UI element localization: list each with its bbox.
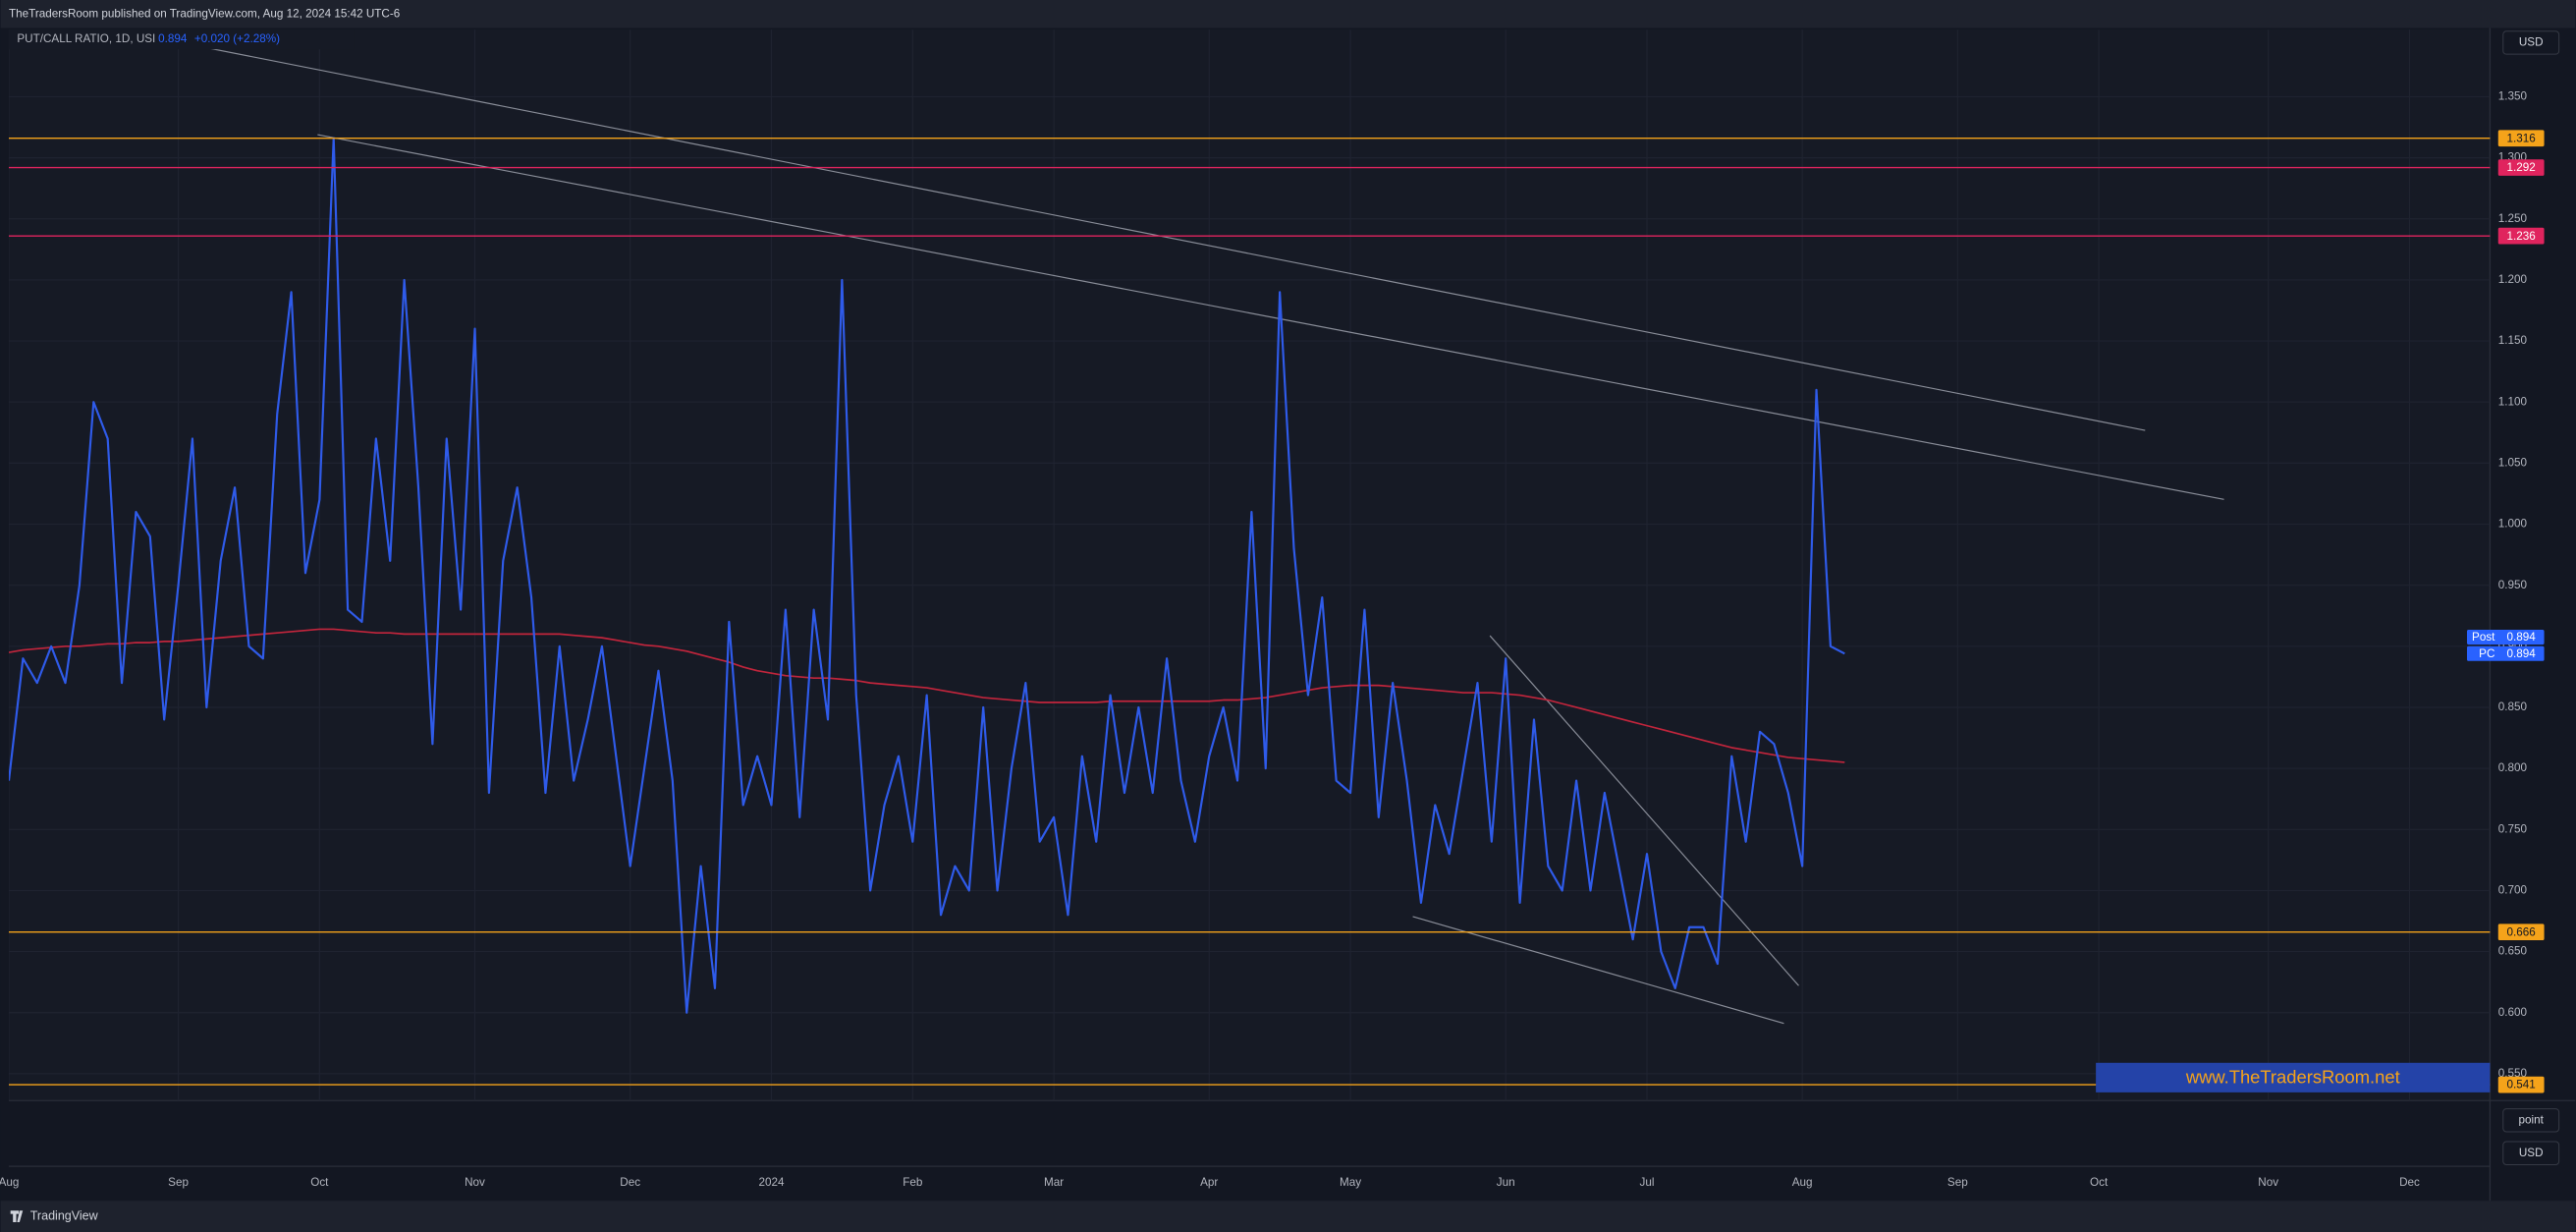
currency-label[interactable]: USD (2519, 36, 2544, 49)
watermark-box (2096, 1062, 2491, 1092)
x-tick-label: Sep (168, 1176, 189, 1189)
y-tick-label: 1.350 (2498, 90, 2528, 103)
x-tick-label: Aug (0, 1176, 19, 1189)
y-tick-label: 1.200 (2498, 273, 2528, 286)
x-tick-label: Apr (1200, 1176, 1218, 1189)
x-tick-label: Dec (620, 1176, 640, 1189)
y-tick-label: 0.700 (2498, 884, 2528, 897)
x-tick-label: Mar (1044, 1176, 1064, 1189)
level-label-box (2497, 130, 2545, 147)
level-label: 1.316 (2507, 132, 2536, 144)
level-label: 1.292 (2507, 161, 2536, 174)
currency-button[interactable] (2502, 1141, 2560, 1165)
series-line (9, 137, 1845, 1014)
trendline (1489, 635, 1799, 986)
x-tick-label: May (1340, 1176, 1361, 1189)
x-tick-label: Sep (1947, 1176, 1968, 1189)
header-bar (0, 0, 2576, 28)
x-tick-label: Nov (465, 1176, 485, 1189)
level-label-box (2497, 227, 2545, 245)
y-tick-label: 1.150 (2498, 334, 2528, 347)
trendline (189, 43, 2146, 431)
logo (10, 1210, 24, 1222)
x-tick-label: 2024 (758, 1176, 785, 1189)
x-tick-label: Aug (1792, 1176, 1813, 1189)
footer-bar (0, 1201, 2576, 1232)
y-tick-label: 0.750 (2498, 822, 2528, 835)
plot (9, 29, 2491, 1101)
currency-button[interactable] (2502, 30, 2560, 55)
legend-symbol: PUT/CALL RATIO, 1D, USI (17, 32, 155, 45)
x-tick-label: Oct (310, 1176, 329, 1189)
price-label-name: Post (2472, 631, 2495, 644)
price-label-value: 0.894 (2507, 647, 2537, 660)
legend-bg (9, 29, 355, 50)
price-label-box (2466, 630, 2545, 645)
legend-last: 0.894 (158, 32, 188, 45)
publisher: TheTradersRoom published on TradingView.… (9, 7, 400, 20)
trendline (1412, 916, 1784, 1025)
level-label: 1.236 (2507, 230, 2536, 243)
x-tick-label: Jun (1497, 1176, 1515, 1189)
currency-label[interactable]: USD (2519, 1147, 2544, 1159)
x-tick-label: Jul (1640, 1176, 1655, 1189)
y-tick-label: 1.100 (2498, 395, 2528, 408)
level-label-box (2497, 924, 2545, 941)
x-tick-label: Dec (2399, 1176, 2420, 1189)
legend-change: +0.020 (+2.28%) (194, 32, 280, 45)
series-line (9, 628, 1845, 763)
y-tick-label: 0.950 (2498, 579, 2528, 591)
price-label-value: 0.894 (2507, 631, 2537, 644)
scale-label[interactable]: point (2519, 1113, 2545, 1126)
x-tick-label: Nov (2258, 1176, 2278, 1189)
footer-brand: TradingView (30, 1208, 99, 1222)
price-label-box (2466, 645, 2545, 661)
y-tick-label: 0.600 (2498, 1006, 2528, 1019)
x-tick-label: Feb (903, 1176, 923, 1189)
x-tick-label: Oct (2090, 1176, 2109, 1189)
level-label-box (2497, 159, 2545, 176)
y-tick-label: 0.800 (2498, 761, 2528, 774)
scale-button[interactable] (2502, 1108, 2560, 1133)
trendline (317, 134, 2224, 500)
level-label: 0.666 (2507, 925, 2536, 938)
y-tick-label: 0.650 (2498, 945, 2528, 958)
y-tick-label: 1.000 (2498, 518, 2528, 531)
y-tick-label: 1.050 (2498, 456, 2528, 469)
level-label: 0.541 (2507, 1079, 2536, 1092)
y-tick-label: 1.250 (2498, 212, 2528, 225)
price-label-name: PC (2479, 647, 2494, 660)
level-label-box (2497, 1076, 2545, 1093)
watermark: www.TheTradersRoom.net (2185, 1067, 2400, 1088)
y-tick-label: 0.850 (2498, 700, 2528, 713)
